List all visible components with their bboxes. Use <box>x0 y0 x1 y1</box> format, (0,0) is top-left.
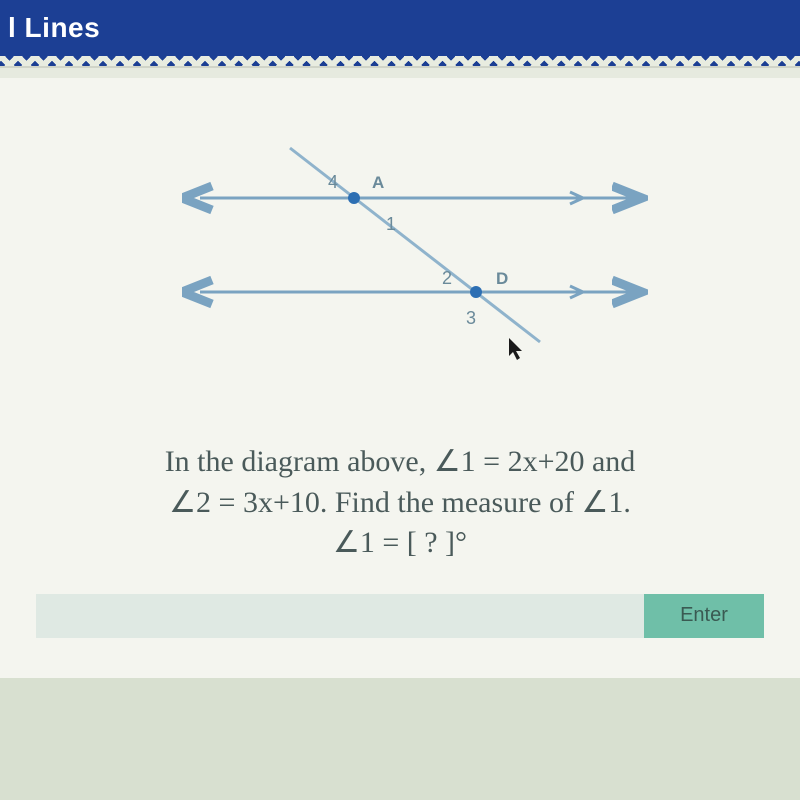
page-header: l Lines <box>0 0 800 56</box>
content-band: 4 A 1 2 D 3 In the diagram above, ∠1 = 2… <box>0 66 800 678</box>
header-title: l Lines <box>8 12 100 43</box>
answer-row: Enter <box>0 574 800 678</box>
point-a <box>348 192 360 204</box>
mouse-cursor-icon <box>509 338 522 360</box>
q-angle-sym-1: ∠ <box>434 445 461 478</box>
geometry-diagram: 4 A 1 2 D 3 <box>140 118 660 378</box>
question-text: In the diagram above, ∠1 = 2x+20 and ∠2 … <box>0 418 800 574</box>
angle-4-label: 4 <box>328 172 338 192</box>
diagram-svg: 4 A 1 2 D 3 <box>140 118 660 378</box>
point-d <box>470 286 482 298</box>
torn-edge <box>0 56 800 66</box>
answer-input[interactable] <box>36 594 644 638</box>
point-d-label: D <box>496 269 508 288</box>
q-line3: ∠1 = [ ? ]° <box>333 526 467 559</box>
q-eq1: 1 = 2x+20 and <box>461 445 636 478</box>
angle-3-label: 3 <box>466 308 476 328</box>
diagram-area: 4 A 1 2 D 3 <box>0 78 800 418</box>
enter-button[interactable]: Enter <box>644 594 764 638</box>
q-line2: ∠2 = 3x+10. Find the measure of ∠1. <box>169 486 631 519</box>
angle-2-label: 2 <box>442 268 452 288</box>
point-a-label: A <box>372 173 384 192</box>
angle-1-label: 1 <box>386 214 396 234</box>
enter-button-label: Enter <box>680 604 728 627</box>
q-line1-pre: In the diagram above, <box>165 445 434 478</box>
